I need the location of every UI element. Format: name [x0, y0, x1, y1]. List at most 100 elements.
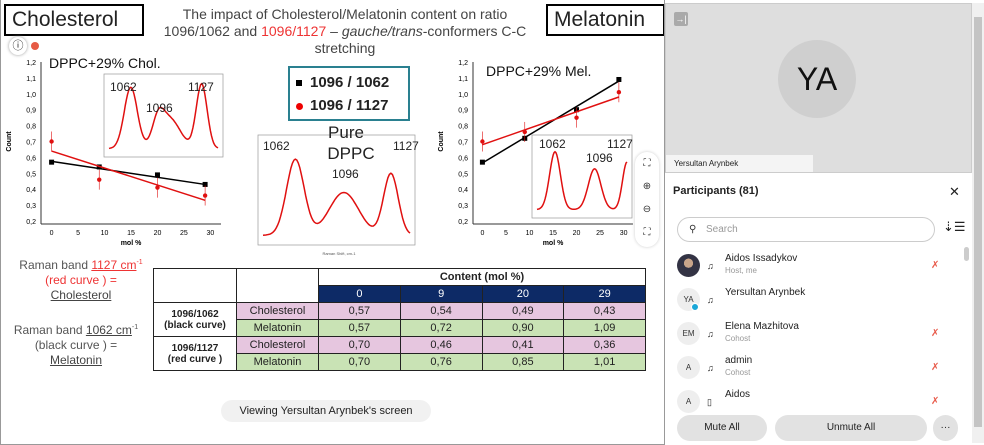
peak-label: 1127	[607, 137, 633, 151]
mic-muted-icon[interactable]: ✗	[931, 362, 940, 373]
participant-row[interactable]: A ▯ Aidos ✗	[677, 388, 952, 422]
data-point	[155, 185, 160, 190]
title-part: -conformers C-C	[422, 23, 527, 39]
participants-title: Participants (81)	[673, 185, 759, 197]
note-band: 1062 cm	[85, 323, 132, 337]
fit-icon[interactable]: ⛶	[643, 227, 651, 238]
info-icon[interactable]: ⓘ	[9, 37, 27, 55]
close-icon[interactable]: ✕	[949, 184, 960, 199]
fit-line	[51, 150, 206, 202]
x-tick-label: 30	[207, 230, 215, 237]
x-axis-label: mol %	[543, 240, 564, 247]
headset-icon: ♫	[707, 295, 714, 305]
y-tick-label: 1,1	[458, 76, 468, 83]
scrollbar[interactable]	[972, 3, 984, 443]
cell: 0,76	[399, 353, 483, 371]
x-tick-label: 10	[101, 230, 109, 237]
x-tick-label: 0	[50, 230, 54, 237]
cell: 0,57	[318, 302, 401, 320]
cell: 1,01	[563, 353, 646, 371]
x-tick-label: 25	[596, 230, 604, 237]
participant-name: Elena Mazhitova	[725, 321, 799, 332]
peak-label: 1096	[332, 167, 359, 181]
title-part: –	[326, 23, 342, 39]
sort-icon[interactable]: ⇣☰	[943, 219, 966, 234]
mute-all-button[interactable]: Mute All	[677, 415, 767, 441]
y-tick-label: 1,0	[458, 92, 468, 99]
mic-muted-icon[interactable]: ✗	[931, 396, 940, 407]
fit-line	[51, 160, 206, 186]
y-tick-label: 0,9	[458, 108, 468, 115]
legend-item-red: 1096 / 1127	[296, 94, 402, 117]
legend-label: 1096 / 1062	[310, 74, 390, 91]
peak-label: 1096	[586, 151, 613, 165]
note-sup: -1	[131, 324, 139, 331]
pure-label: Pure	[328, 123, 364, 142]
pure-dppc-spectrum-frame	[257, 134, 416, 246]
fit-line	[482, 96, 620, 146]
legend-label: 1096 / 1127	[310, 97, 389, 114]
avatar: YA	[778, 40, 856, 118]
y-tick-label: 0,2	[458, 219, 468, 226]
recording-indicator-icon	[31, 42, 39, 50]
search-placeholder: Search	[706, 224, 738, 235]
participant-role: Host, me	[725, 266, 758, 275]
x-tick-label: 5	[76, 230, 80, 237]
phone-icon: ▯	[707, 397, 712, 407]
peak-label: 1062	[539, 137, 566, 151]
data-point	[154, 172, 160, 178]
unmute-all-button[interactable]: Unmute All	[775, 415, 927, 441]
participant-role: Cohost	[725, 334, 751, 343]
table-row: 1096/1127 (red curve ) Cholesterol 0,70 0,46…	[153, 336, 646, 371]
note-text: Melatonin	[49, 353, 103, 367]
headset-icon: ♫	[707, 261, 714, 271]
y-tick-label: 0,7	[26, 140, 36, 147]
y-tick-label: 0,8	[26, 124, 36, 131]
y-tick-label: 0,6	[26, 155, 36, 162]
x-axis-label: mol %	[121, 240, 142, 247]
x-tick-label: 5	[504, 230, 508, 237]
data-point	[616, 90, 622, 95]
y-tick-label: 1,2	[458, 60, 468, 67]
data-point	[202, 181, 208, 187]
black-square-icon	[296, 80, 302, 87]
participant-row[interactable]: YA ♫ Yersultan Arynbek	[677, 286, 952, 320]
participant-row[interactable]: ♫ Aidos Issadykov Host, me ✗	[677, 252, 952, 286]
slide-title: The impact of Cholesterol/Melatonin cont…	[146, 6, 544, 57]
y-tick-label: 0,5	[26, 171, 36, 178]
zoom-out-icon[interactable]: ⊖	[642, 204, 652, 215]
cell: 0,90	[481, 319, 565, 337]
mic-muted-icon[interactable]: ✗	[931, 260, 940, 271]
cell: 0,72	[399, 319, 483, 337]
participant-row[interactable]: EM ♫ Elena Mazhitova Cohost ✗	[677, 320, 952, 354]
mic-muted-icon[interactable]: ✗	[931, 328, 940, 339]
participant-row[interactable]: A ♫ admin Cohost ✗	[677, 354, 952, 388]
row-label: Cholesterol	[236, 302, 319, 320]
y-axis-label: Count	[438, 131, 445, 152]
cell: 0,46	[399, 336, 483, 354]
x-tick-label: 10	[526, 230, 534, 237]
participant-name: Aidos Issadykov	[725, 253, 798, 264]
list-scrollbar[interactable]	[964, 247, 969, 261]
title-line-3: stretching	[314, 40, 376, 56]
data-point	[97, 177, 102, 182]
chart-legend: 1096 / 1062 1096 / 1127	[288, 66, 410, 121]
red-dot-icon	[296, 102, 303, 110]
zoom-controls: ⛶ ⊕ ⊖ ⛶	[635, 152, 659, 247]
y-tick-label: 0,7	[458, 140, 468, 147]
row-label: Melatonin	[236, 319, 319, 337]
collapse-panel-icon[interactable]: →|	[674, 12, 688, 26]
peak-label: 1062	[110, 80, 137, 94]
search-input[interactable]: ⚲ Search	[677, 217, 935, 242]
pure-dppc-spectrum-curve	[262, 158, 411, 236]
title-part: 1096/1062 and	[163, 23, 262, 39]
more-options-button[interactable]: ···	[933, 415, 958, 441]
y-tick-label: 0,3	[458, 203, 468, 210]
fullscreen-icon[interactable]: ⛶	[643, 158, 651, 169]
sharing-status-icon	[691, 303, 699, 311]
screen-share-banner: Viewing Yersultan Arynbek's screen	[221, 400, 431, 422]
data-point	[574, 115, 579, 120]
headset-icon: ♫	[707, 363, 714, 373]
note-text: (black curve ) =	[34, 338, 118, 352]
zoom-in-icon[interactable]: ⊕	[642, 181, 652, 192]
